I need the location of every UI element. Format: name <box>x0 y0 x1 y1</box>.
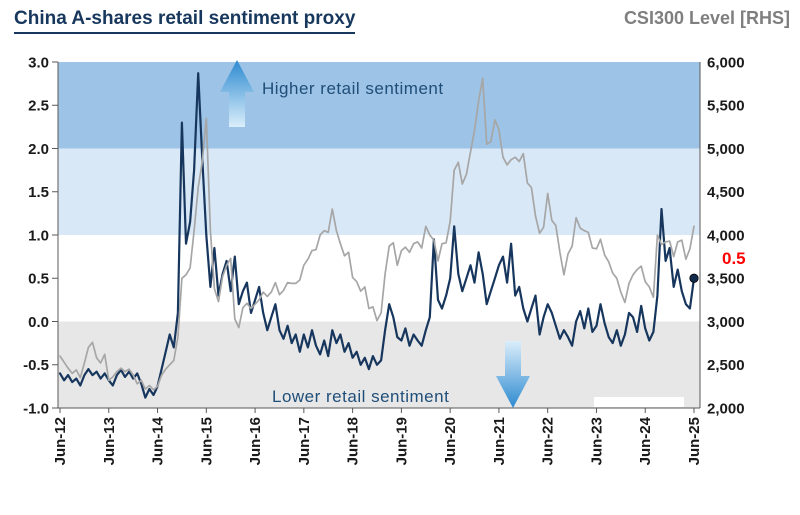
right-axis-label: 4,500 <box>707 184 745 201</box>
x-axis-label: Jun-12 <box>52 417 69 465</box>
x-axis-label: Jun-15 <box>198 417 215 465</box>
x-axis-label: Jun-19 <box>393 417 410 465</box>
band-high-mild <box>58 148 700 235</box>
right-axis-label: 6,000 <box>707 54 745 71</box>
chart-overlay: Higher retail sentiment Lower retail sen… <box>220 60 746 408</box>
band-high-strong <box>58 62 700 149</box>
left-axis-label: -1.0 <box>23 400 49 417</box>
x-axis-label: Jun-20 <box>442 417 459 465</box>
arrow-down-icon <box>496 341 530 408</box>
left-axis-label: 2.5 <box>28 98 49 115</box>
left-axis-label: 1.0 <box>28 227 49 244</box>
left-axis-label: -0.5 <box>23 357 49 374</box>
x-axis-label: Jun-17 <box>296 417 313 465</box>
annotation-lower-sentiment: Lower retail sentiment <box>272 387 449 406</box>
page-title: China A-shares retail sentiment proxy <box>14 8 356 34</box>
x-axis-label: Jun-22 <box>540 417 557 465</box>
chart-header: China A-shares retail sentiment proxy CS… <box>14 8 790 34</box>
x-axis-label: Jun-25 <box>686 417 703 465</box>
right-axis-label: 2,000 <box>707 400 745 417</box>
right-axis-label: 5,000 <box>707 141 745 158</box>
series-line-left <box>58 72 696 399</box>
x-axis-label: Jun-13 <box>101 417 118 465</box>
x-axis-label: Jun-24 <box>637 416 654 465</box>
right-axis-label: 2,500 <box>707 357 745 374</box>
artifact-white-box <box>594 397 684 407</box>
right-axis-label: 4,000 <box>707 227 745 244</box>
left-axis-label: 0.5 <box>28 271 49 288</box>
end-point-marker <box>689 273 699 283</box>
right-axis-label: 3,500 <box>707 271 745 288</box>
left-axis-label: 3.0 <box>28 54 49 71</box>
x-axis-label: Jun-21 <box>491 417 508 465</box>
right-axis-label: 5,500 <box>707 98 745 115</box>
left-axis-label: 0.0 <box>28 314 49 331</box>
end-value-label: 0.5 <box>722 249 746 268</box>
x-axis-label: Jun-16 <box>247 417 264 465</box>
x-axis-label: Jun-18 <box>345 417 362 465</box>
right-axis-label: 3,000 <box>707 314 745 331</box>
x-axis-label: Jun-14 <box>150 416 167 465</box>
left-axis-label: 2.0 <box>28 141 49 158</box>
annotation-higher-sentiment: Higher retail sentiment <box>262 79 444 98</box>
right-axis-title: CSI300 Level [RHS] <box>623 8 790 28</box>
arrow-up-icon <box>220 60 254 127</box>
left-axis-label: 1.5 <box>28 184 49 201</box>
series-line-right <box>59 77 695 391</box>
band-neutral <box>58 235 700 322</box>
band-low <box>58 321 700 408</box>
x-axis-label: Jun-23 <box>588 417 605 465</box>
